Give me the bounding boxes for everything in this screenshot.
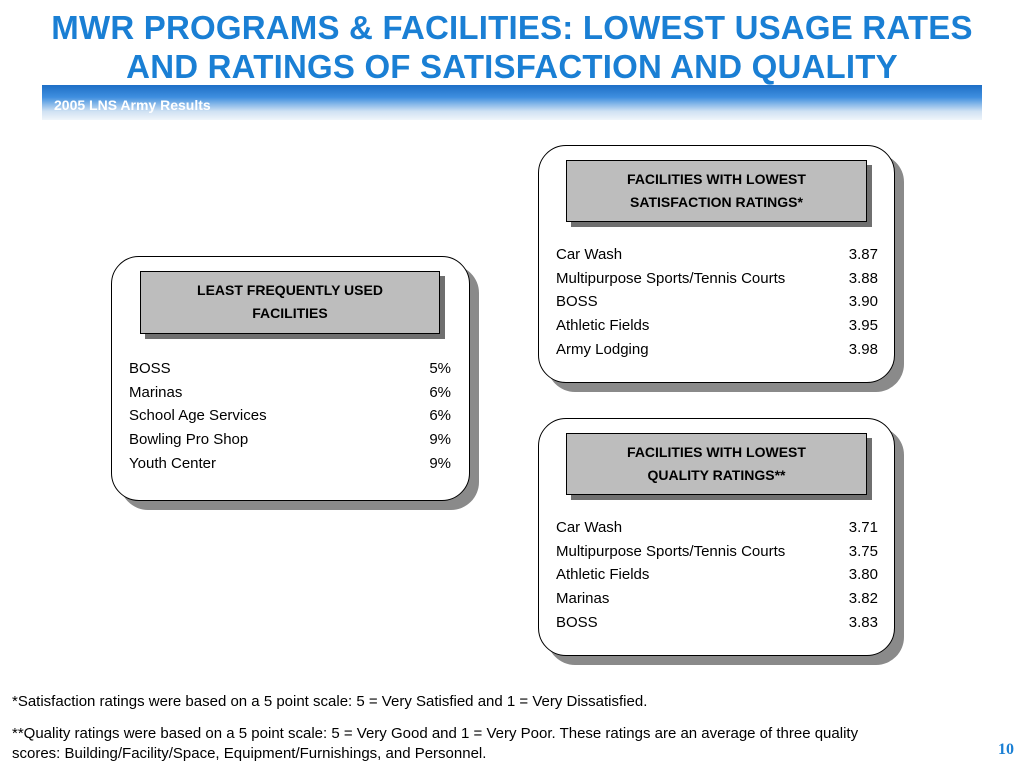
- footnote-quality-line-2: scores: Building/Facility/Space, Equipme…: [12, 745, 487, 762]
- facility-name: Multipurpose Sports/Tennis Courts: [556, 542, 786, 560]
- facility-value: 6%: [429, 407, 451, 425]
- lowest-quality-header: FACILITIES WITH LOWEST QUALITY RATINGS**: [566, 433, 867, 495]
- list-item: Multipurpose Sports/Tennis Courts 3.75: [556, 540, 878, 564]
- facility-value: 9%: [429, 454, 451, 472]
- list-item: Multipurpose Sports/Tennis Courts 3.88: [556, 267, 878, 291]
- facility-rating: 3.71: [848, 519, 878, 536]
- facility-value: 5%: [429, 360, 451, 377]
- facility-name: BOSS: [556, 293, 598, 311]
- list-item: Marinas 6%: [129, 381, 451, 405]
- list-item: Car Wash 3.87: [556, 243, 878, 267]
- facility-name: Army Lodging: [556, 340, 649, 358]
- list-item: School Age Services 6%: [129, 404, 451, 428]
- facility-name: Marinas: [129, 383, 183, 401]
- list-item: Bowling Pro Shop 9%: [129, 428, 451, 452]
- facility-name: BOSS: [129, 360, 171, 377]
- page-number: 10: [998, 741, 1014, 758]
- facility-rating: 3.75: [848, 542, 878, 560]
- facility-name: Car Wash: [556, 519, 623, 536]
- lowest-quality-list: Car Wash 3.71 Multipurpose Sports/Tennis…: [556, 516, 878, 634]
- lowest-satisfaction-header: FACILITIES WITH LOWEST SATISFACTION RATI…: [566, 160, 867, 222]
- footnote-satisfaction: *Satisfaction ratings were based on a 5 …: [12, 693, 648, 710]
- list-item: Athletic Fields 3.80: [556, 563, 878, 587]
- lowest-satisfaction-header-line-2: SATISFACTION RATINGS*: [630, 194, 803, 210]
- facility-value: 9%: [429, 431, 451, 449]
- facility-rating: 3.98: [848, 340, 878, 358]
- facility-rating: 3.95: [848, 317, 878, 335]
- lowest-satisfaction-list: Car Wash 3.87 Multipurpose Sports/Tennis…: [556, 243, 878, 361]
- list-item: Car Wash 3.71: [556, 516, 878, 540]
- facility-name: School Age Services: [129, 407, 267, 425]
- facility-name: Marinas: [556, 590, 610, 608]
- list-item: BOSS 3.83: [556, 611, 878, 635]
- least-used-header: LEAST FREQUENTLY USED FACILITIES: [140, 271, 440, 334]
- list-item: Army Lodging 3.98: [556, 338, 878, 362]
- facility-name: Athletic Fields: [556, 566, 650, 584]
- facility-name: Bowling Pro Shop: [129, 431, 249, 449]
- banner-text: 2005 LNS Army Results: [54, 97, 211, 113]
- facility-name: Youth Center: [129, 454, 217, 472]
- lowest-satisfaction-header-line-1: FACILITIES WITH LOWEST: [627, 171, 806, 187]
- subtitle-banner: [42, 85, 982, 120]
- slide-title: MWR PROGRAMS & FACILITIES: LOWEST USAGE …: [0, 8, 1024, 86]
- facility-name: Car Wash: [556, 246, 623, 263]
- lowest-quality-header-line-2: QUALITY RATINGS**: [647, 467, 786, 483]
- footnote-quality-line-1: **Quality ratings were based on a 5 poin…: [12, 725, 859, 742]
- facility-rating: 3.88: [848, 269, 878, 287]
- slide-title-line-1: MWR PROGRAMS & FACILITIES: LOWEST USAGE …: [51, 9, 973, 46]
- footnote-quality: **Quality ratings were based on a 5 poin…: [12, 724, 858, 764]
- lowest-quality-header-line-1: FACILITIES WITH LOWEST: [627, 444, 806, 460]
- least-used-header-line-1: LEAST FREQUENTLY USED: [197, 282, 383, 298]
- list-item: BOSS 3.90: [556, 290, 878, 314]
- list-item: Marinas 3.82: [556, 587, 878, 611]
- facility-rating: 3.90: [848, 293, 878, 311]
- list-item: BOSS 5%: [129, 357, 451, 381]
- facility-name: BOSS: [556, 613, 598, 631]
- facility-name: Athletic Fields: [556, 317, 650, 335]
- list-item: Youth Center 9%: [129, 452, 451, 476]
- facility-rating: 3.80: [848, 566, 878, 584]
- slide-title-line-2: AND RATINGS OF SATISFACTION AND QUALITY: [126, 48, 898, 85]
- facility-rating: 3.82: [848, 590, 878, 608]
- facility-rating: 3.87: [848, 246, 878, 263]
- least-used-header-line-2: FACILITIES: [252, 305, 328, 321]
- least-used-list: BOSS 5% Marinas 6% School Age Services 6…: [129, 357, 451, 475]
- facility-rating: 3.83: [848, 613, 878, 631]
- facility-value: 6%: [429, 383, 451, 401]
- facility-name: Multipurpose Sports/Tennis Courts: [556, 269, 786, 287]
- list-item: Athletic Fields 3.95: [556, 314, 878, 338]
